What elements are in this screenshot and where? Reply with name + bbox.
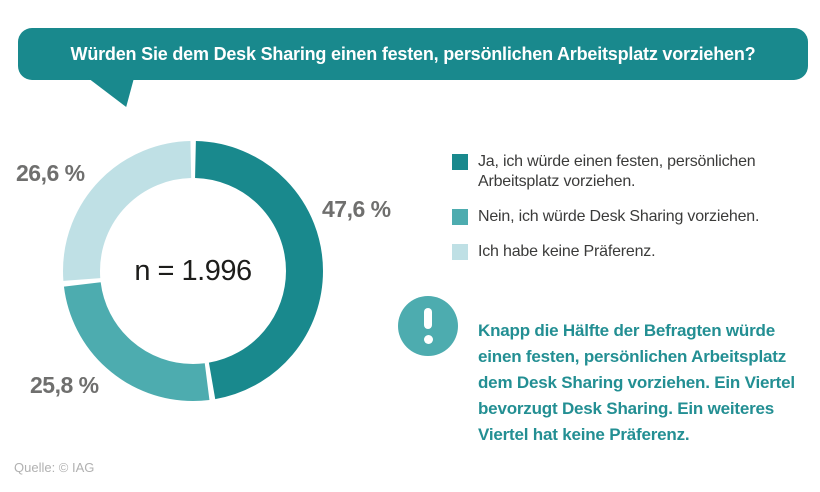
donut-chart-svg: [63, 141, 323, 401]
pct-label-nein: 25,8 %: [30, 372, 99, 398]
sample-size-label: n = 1.996: [134, 254, 252, 287]
legend-item-ja: Ja, ich würde einen festen, persönlichen…: [452, 152, 792, 192]
exclamation-icon: [398, 296, 458, 356]
legend-label-ja: Ja, ich würde einen festen, persönlichen…: [478, 153, 756, 190]
question-title: Würden Sie dem Desk Sharing einen festen…: [70, 43, 756, 64]
legend-swatch-dark-icon: [452, 154, 468, 170]
speech-bubble-tail-icon: [88, 78, 134, 107]
donut-segment-2: [63, 141, 323, 401]
legend-label-keine-praeferenz: Ich habe keine Präferenz.: [478, 243, 656, 260]
source-credit: Quelle: © IAG: [14, 460, 95, 475]
legend-label-nein: Nein, ich würde Desk Sharing vorziehen.: [478, 208, 760, 225]
exclamation-dot: [423, 335, 433, 344]
donut-center: n = 1.996: [63, 141, 323, 401]
pct-label-ja: 47,6 %: [322, 196, 391, 222]
key-finding-text: Knapp die Hälfte der Befragten würde ein…: [478, 321, 795, 444]
pct-label-keine-praeferenz: 26,6 %: [16, 160, 85, 186]
legend-swatch-medium-icon: [452, 209, 468, 225]
donut-segment-0: [63, 141, 323, 401]
legend-item-keine-praeferenz: Ich habe keine Präferenz.: [452, 242, 792, 262]
exclamation-bar: [424, 308, 432, 329]
question-speech-bubble: Würden Sie dem Desk Sharing einen festen…: [18, 28, 808, 107]
legend: Ja, ich würde einen festen, persönlichen…: [452, 152, 792, 277]
donut-chart: n = 1.996: [63, 141, 323, 401]
legend-item-nein: Nein, ich würde Desk Sharing vorziehen.: [452, 207, 792, 227]
donut-segment-1: [63, 141, 323, 401]
legend-swatch-light-icon: [452, 244, 468, 260]
